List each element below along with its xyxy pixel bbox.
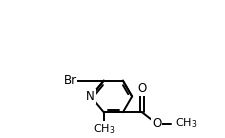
Text: CH$_3$: CH$_3$ [92, 122, 115, 136]
Text: CH$_3$: CH$_3$ [174, 117, 197, 130]
Text: Br: Br [63, 74, 76, 87]
Text: O: O [151, 117, 160, 130]
Text: O: O [137, 82, 146, 95]
Text: N: N [86, 90, 94, 103]
